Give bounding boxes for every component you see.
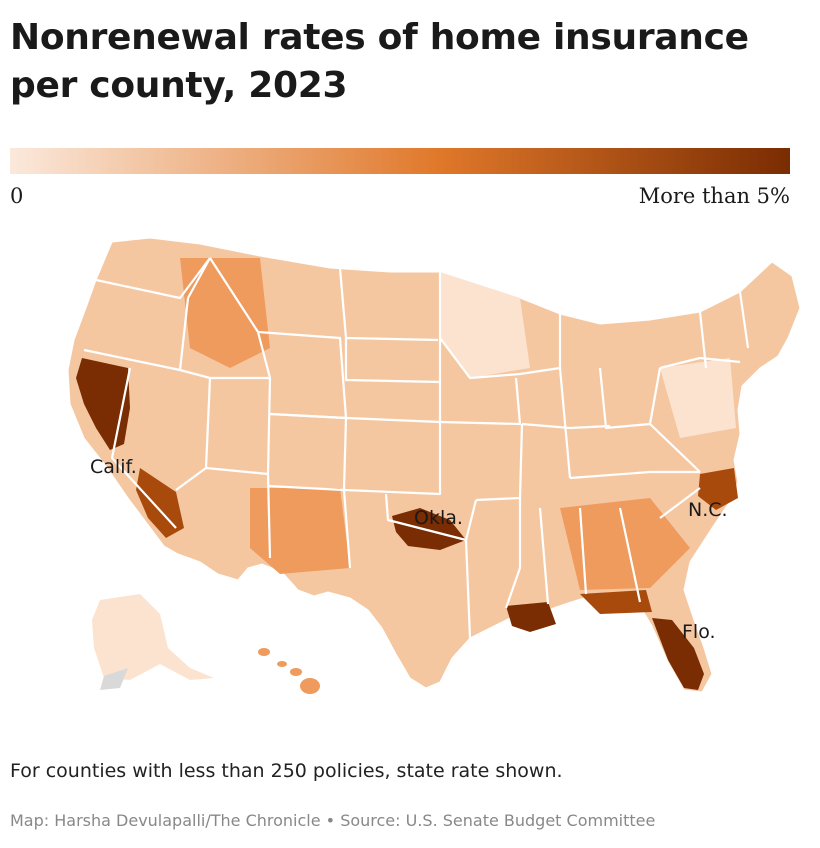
source-credit: Map: Harsha Devulapalli/The Chronicle • … xyxy=(10,811,656,830)
light-shade-northeast xyxy=(660,358,736,438)
mid-shade-northwest xyxy=(180,258,270,368)
legend-max-label: More than 5% xyxy=(638,184,790,208)
california-label: Calif. xyxy=(90,456,137,478)
california-hotspot xyxy=(76,358,130,450)
chart-title: Nonrenewal rates of home insurance per c… xyxy=(10,17,749,106)
footnote: For counties with less than 250 policies… xyxy=(10,760,563,782)
light-shade-midwest xyxy=(440,272,530,378)
florida-panhandle-shade xyxy=(580,590,652,614)
color-scale-legend xyxy=(10,148,790,174)
legend-min-label: 0 xyxy=(10,184,24,208)
florida-label: Flo. xyxy=(682,621,716,643)
state-borders xyxy=(83,257,750,639)
oklahoma-label: Okla. xyxy=(414,507,463,529)
florida-hotspot xyxy=(652,618,704,690)
us-county-map: Calif. Okla. N.C. Flo. xyxy=(67,237,801,694)
north-carolina-hotspot xyxy=(698,468,738,510)
alaska-landmass xyxy=(92,594,214,680)
oklahoma-hotspot xyxy=(392,508,466,550)
mid-shade-southeast xyxy=(560,498,690,590)
mid-shade-southwest xyxy=(250,488,350,574)
north-carolina-label: N.C. xyxy=(688,499,728,521)
hawaii-islands xyxy=(258,648,320,694)
louisiana-coast-hotspot xyxy=(506,602,556,632)
southern-california-shade xyxy=(136,468,184,538)
alaska-no-data-area xyxy=(100,668,128,690)
